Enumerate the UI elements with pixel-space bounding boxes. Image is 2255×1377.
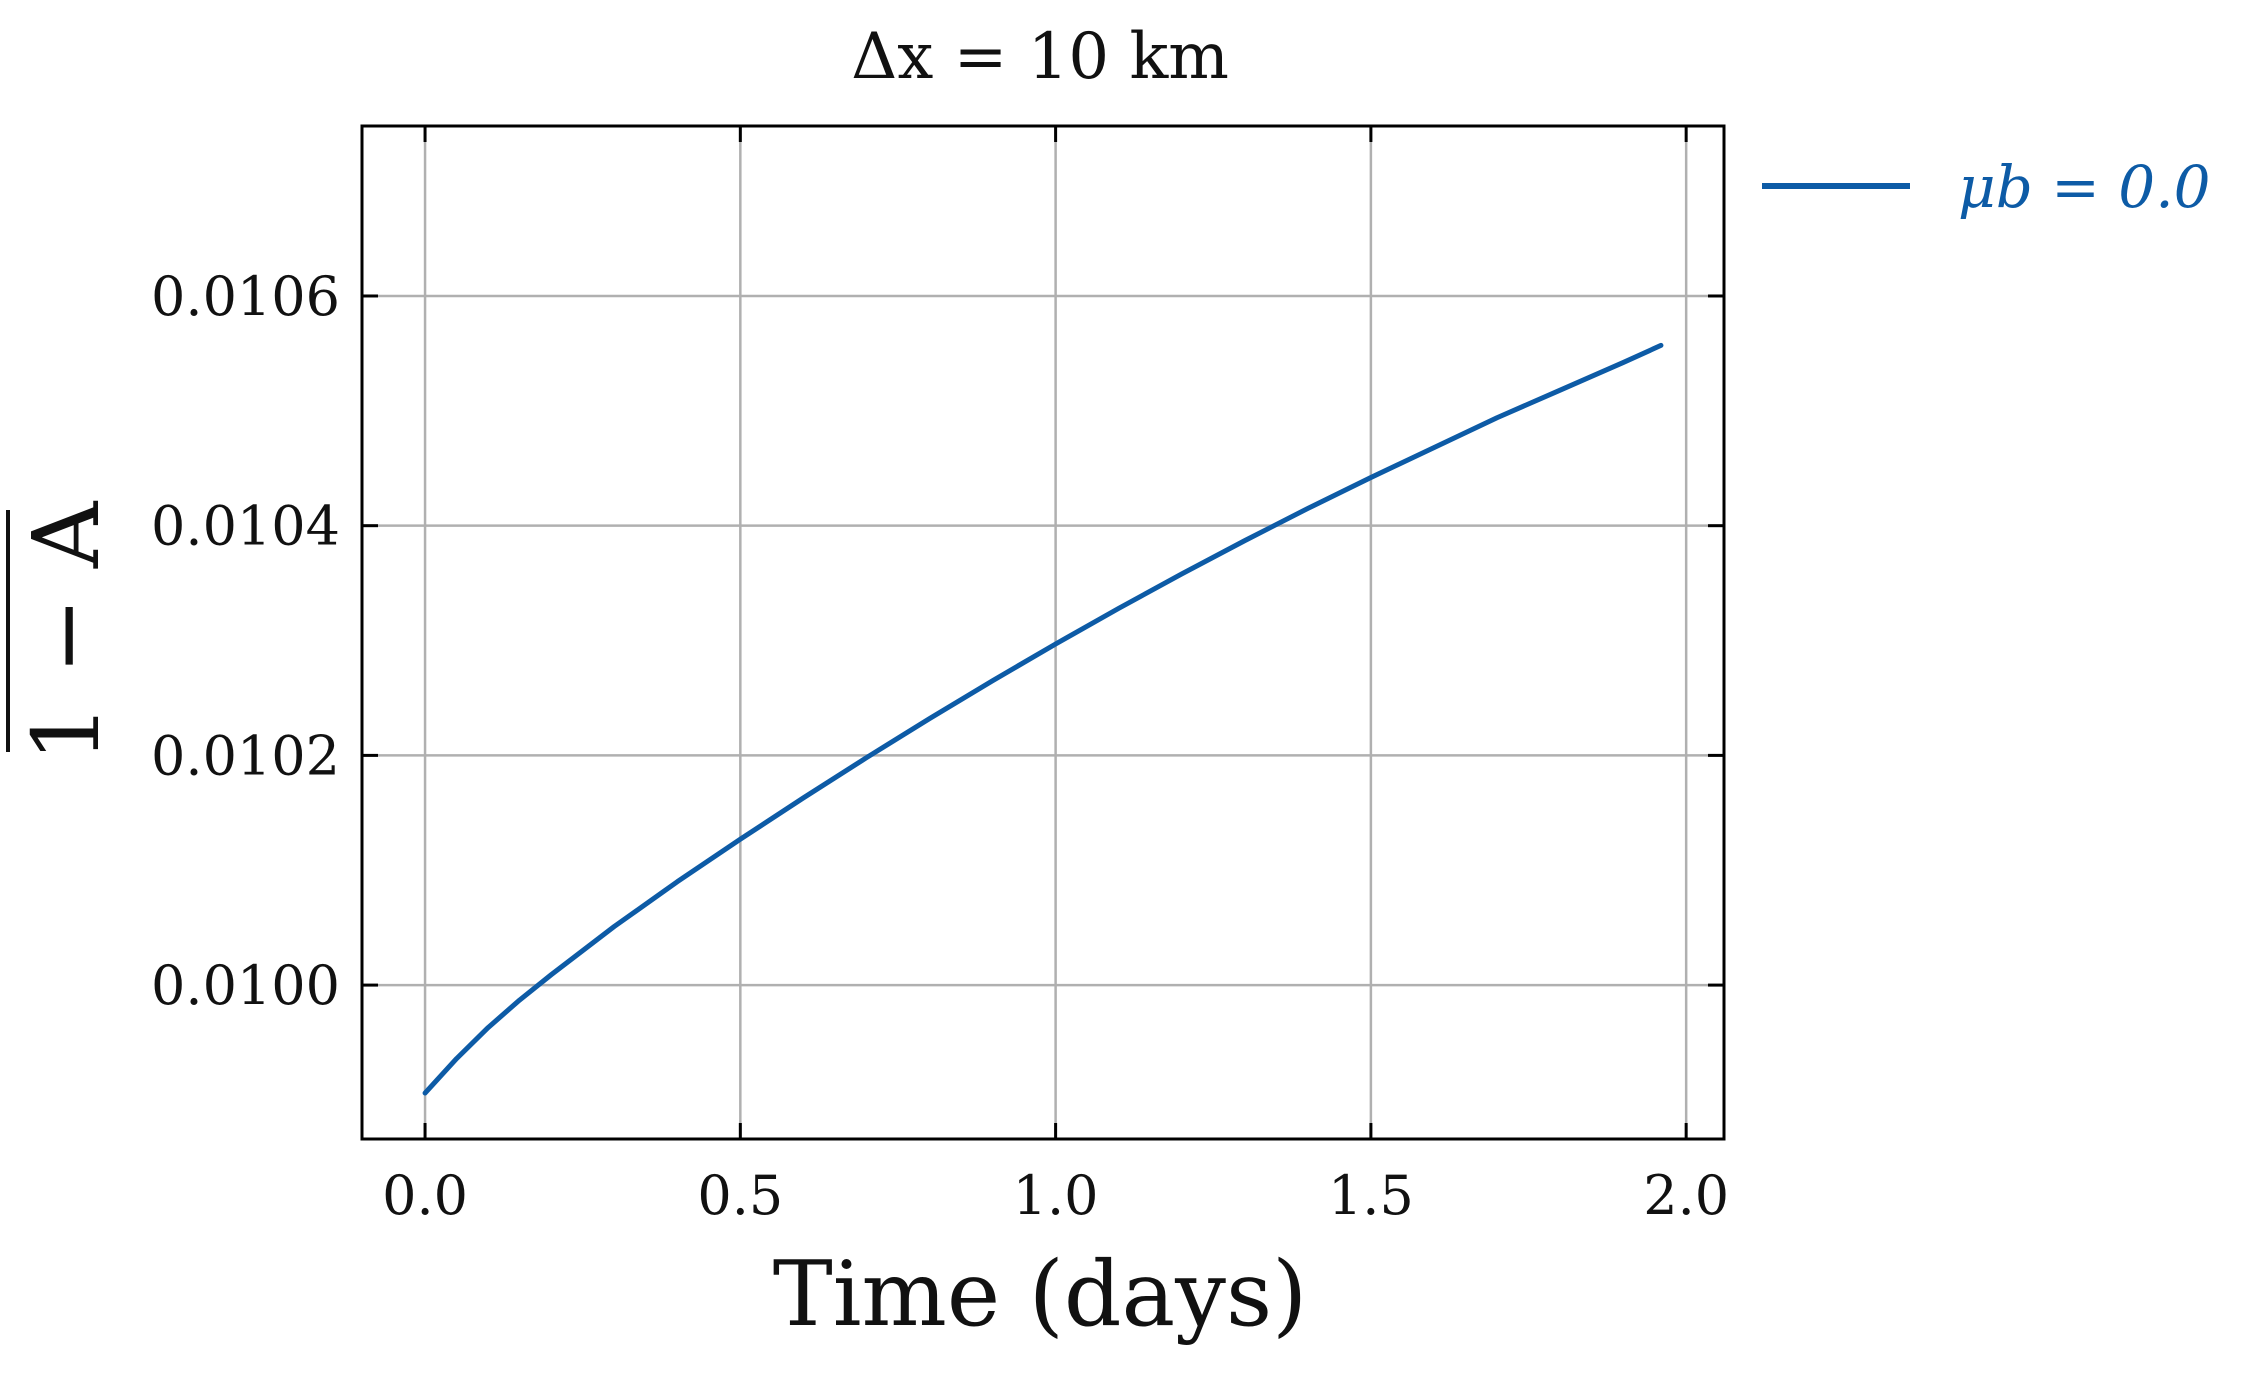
x-tick-label: 0.5	[697, 1164, 783, 1227]
axis-ticks	[362, 126, 1724, 1139]
y-tick-label: 0.0102	[151, 724, 340, 787]
plot-frame	[360, 124, 1726, 1141]
x-axis-label: Time (days)	[773, 1242, 1308, 1347]
y-tick-label: 0.0106	[151, 265, 340, 328]
y-axis-label-group: 1 − A	[6, 500, 120, 762]
chart-title: Δx = 10 km	[851, 20, 1229, 94]
y-axis-label: 1 − A	[13, 500, 120, 762]
series-line	[422, 342, 1664, 1096]
grid	[362, 126, 1724, 1139]
tick-labels: 0.0 0.5 1.0 1.5 2.0 0.0100 0.0102 0.0104 0.0106	[151, 265, 1729, 1227]
y-tick-label: 0.0104	[151, 495, 340, 558]
x-tick-label: 2.0	[1643, 1164, 1729, 1227]
legend-label: μb = 0.0	[1958, 153, 2211, 221]
x-tick-label: 1.5	[1328, 1164, 1414, 1227]
legend: μb = 0.0	[1762, 153, 2211, 221]
y-tick-label: 0.0100	[151, 954, 340, 1017]
series-layer	[422, 342, 1664, 1096]
x-tick-label: 0.0	[382, 1164, 468, 1227]
x-tick-label: 1.0	[1013, 1164, 1099, 1227]
